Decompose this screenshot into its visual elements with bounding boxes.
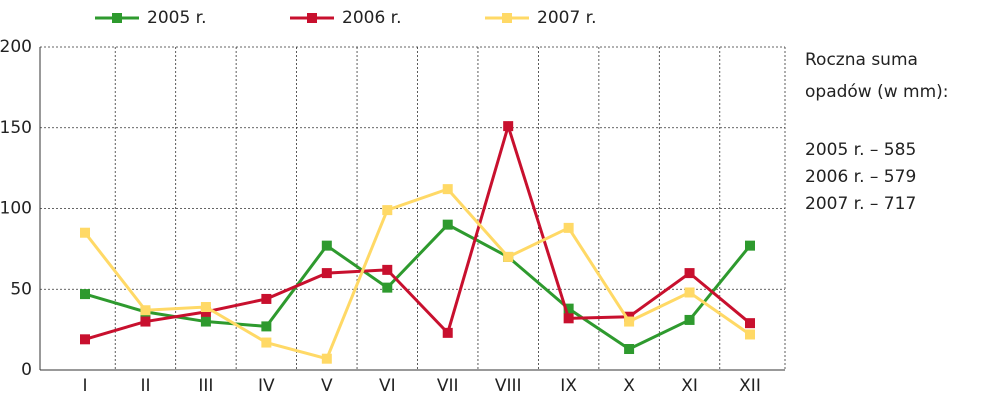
legend-label: 2007 r. — [537, 8, 597, 28]
point — [321, 268, 332, 279]
point — [80, 289, 90, 300]
point — [684, 268, 695, 279]
legend-label: 2005 r. — [147, 8, 207, 28]
point — [563, 222, 574, 233]
point — [503, 121, 514, 132]
annotation: 2006 r. – 579 — [805, 167, 916, 187]
point — [745, 318, 755, 329]
point — [684, 314, 695, 325]
point — [382, 282, 393, 293]
point — [745, 240, 755, 251]
annotation: opadów (w mm): — [805, 82, 949, 102]
point — [200, 316, 211, 327]
legend-label: 2006 r. — [342, 8, 402, 28]
point — [382, 205, 393, 216]
x-tick-label: II — [140, 376, 150, 396]
series-line — [84, 222, 752, 351]
point — [563, 303, 574, 314]
point — [321, 240, 332, 251]
point — [624, 344, 635, 355]
point — [261, 321, 272, 332]
x-tick-label: III — [198, 376, 213, 396]
point — [261, 337, 272, 348]
y-tick-label: 100 — [0, 199, 32, 219]
point — [140, 316, 151, 327]
x-tick-label: I — [82, 376, 87, 396]
y-tick-label: 150 — [0, 118, 32, 138]
annotation: 2007 r. – 717 — [805, 194, 916, 214]
legend-marker — [307, 13, 317, 23]
point — [321, 353, 332, 364]
legend-marker — [112, 13, 122, 23]
point — [624, 316, 635, 327]
annotation: 2005 r. – 585 — [805, 140, 916, 160]
series-line — [84, 120, 751, 341]
point — [382, 264, 393, 275]
y-tick-label: 50 — [10, 279, 32, 299]
point — [745, 329, 755, 340]
point — [80, 227, 90, 238]
point — [503, 251, 514, 262]
x-tick-label: X — [623, 376, 635, 396]
x-tick-label: V — [321, 376, 333, 396]
x-tick-label: XI — [681, 376, 698, 396]
point — [442, 327, 453, 338]
x-tick-label: IV — [258, 376, 275, 396]
point — [442, 219, 453, 230]
point — [200, 302, 211, 313]
x-tick-label: VII — [437, 376, 459, 396]
x-tick-label: XII — [739, 376, 761, 396]
point — [563, 313, 574, 324]
series-line — [83, 187, 751, 361]
annotation: Roczna suma — [805, 50, 918, 70]
y-tick-label: 200 — [0, 37, 32, 57]
x-tick-label: VIII — [495, 376, 522, 396]
y-tick-label: 0 — [21, 360, 32, 380]
point — [684, 287, 695, 298]
point — [261, 293, 272, 304]
point — [140, 305, 151, 316]
x-tick-label: VI — [379, 376, 396, 396]
point — [442, 184, 453, 195]
point — [80, 334, 90, 345]
legend-marker — [502, 13, 512, 23]
x-tick-label: IX — [560, 376, 577, 396]
